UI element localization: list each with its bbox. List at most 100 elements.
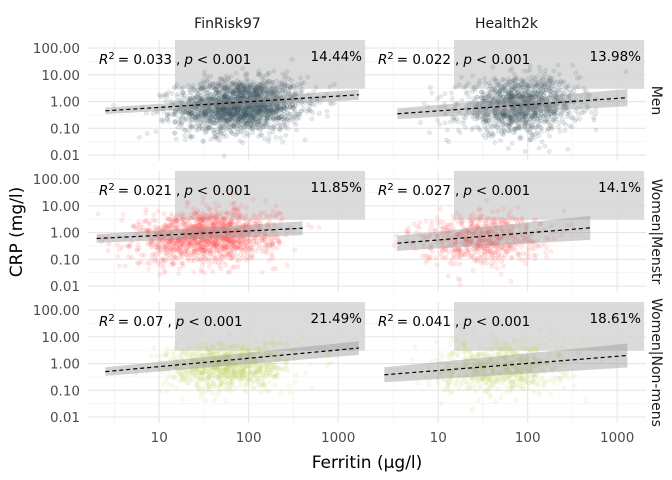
data-point — [152, 218, 158, 224]
data-point — [153, 251, 159, 257]
data-point — [310, 98, 315, 103]
data-point — [192, 210, 197, 216]
data-point — [235, 109, 240, 115]
data-point — [263, 117, 269, 123]
data-point — [275, 112, 281, 117]
data-point — [212, 256, 218, 261]
data-point — [125, 243, 130, 249]
data-point — [175, 224, 180, 230]
data-point — [234, 108, 240, 114]
data-point — [193, 246, 198, 252]
data-point — [259, 89, 265, 95]
data-point — [523, 120, 528, 126]
data-point — [200, 110, 206, 115]
data-point — [273, 103, 279, 109]
data-point — [205, 125, 210, 131]
data-point — [241, 124, 247, 130]
data-point — [209, 91, 214, 97]
data-point — [286, 100, 291, 106]
data-point — [311, 89, 317, 95]
data-point — [535, 91, 541, 96]
data-point — [186, 101, 192, 106]
data-point — [231, 107, 237, 113]
data-point — [229, 91, 235, 96]
data-point — [202, 120, 207, 125]
data-point — [243, 111, 248, 117]
data-point — [225, 119, 230, 124]
data-point — [532, 83, 538, 89]
data-point — [187, 112, 193, 117]
data-point — [135, 222, 140, 227]
data-point — [217, 118, 222, 123]
data-point — [241, 101, 246, 107]
data-point — [536, 133, 542, 138]
data-point — [191, 100, 197, 106]
data-point — [191, 269, 196, 275]
data-point — [269, 254, 274, 259]
data-point — [244, 90, 250, 96]
data-point — [236, 107, 241, 113]
data-point — [246, 124, 251, 130]
data-point — [161, 244, 167, 249]
data-point — [212, 91, 218, 97]
data-point — [204, 110, 210, 115]
data-point — [262, 83, 268, 88]
data-point — [228, 109, 234, 115]
data-point — [331, 100, 337, 106]
data-point — [235, 86, 241, 92]
data-point — [502, 113, 508, 119]
data-point — [316, 224, 322, 230]
data-point — [199, 122, 205, 128]
data-point — [569, 115, 575, 121]
data-point — [489, 124, 495, 130]
data-point — [228, 110, 234, 115]
data-point — [122, 263, 128, 269]
data-point — [274, 91, 280, 96]
data-point — [226, 108, 231, 114]
data-point — [213, 103, 219, 109]
data-point — [525, 75, 531, 81]
data-point — [228, 114, 233, 120]
data-point — [216, 119, 222, 125]
data-point — [270, 89, 276, 95]
data-point — [235, 84, 241, 90]
data-point — [233, 97, 239, 103]
data-point — [269, 213, 275, 218]
data-point — [252, 106, 258, 112]
data-point — [490, 86, 496, 91]
data-point — [252, 93, 257, 98]
data-point — [183, 137, 188, 142]
data-point — [214, 87, 220, 93]
data-point — [258, 81, 264, 87]
data-point — [219, 112, 225, 118]
data-point — [546, 126, 551, 132]
data-point — [220, 107, 225, 113]
data-point — [228, 108, 234, 114]
data-point — [262, 248, 268, 254]
data-point — [216, 126, 222, 132]
data-point — [261, 90, 267, 96]
data-point — [531, 114, 537, 120]
data-point — [270, 117, 276, 123]
data-point — [192, 114, 198, 120]
data-point — [476, 81, 482, 86]
data-point — [284, 116, 290, 122]
data-point — [216, 203, 222, 209]
data-point — [243, 122, 248, 128]
data-point — [292, 103, 298, 109]
data-point — [296, 115, 302, 120]
data-point — [280, 88, 286, 94]
data-point — [507, 79, 512, 84]
data-point — [199, 103, 205, 109]
data-point — [254, 111, 260, 117]
data-point — [197, 81, 202, 87]
data-point — [217, 76, 223, 81]
data-point — [156, 262, 162, 268]
data-point — [286, 88, 292, 94]
data-point — [223, 108, 229, 114]
data-point — [189, 111, 195, 116]
data-point — [146, 266, 151, 272]
data-point — [303, 93, 308, 99]
data-point — [238, 96, 243, 102]
